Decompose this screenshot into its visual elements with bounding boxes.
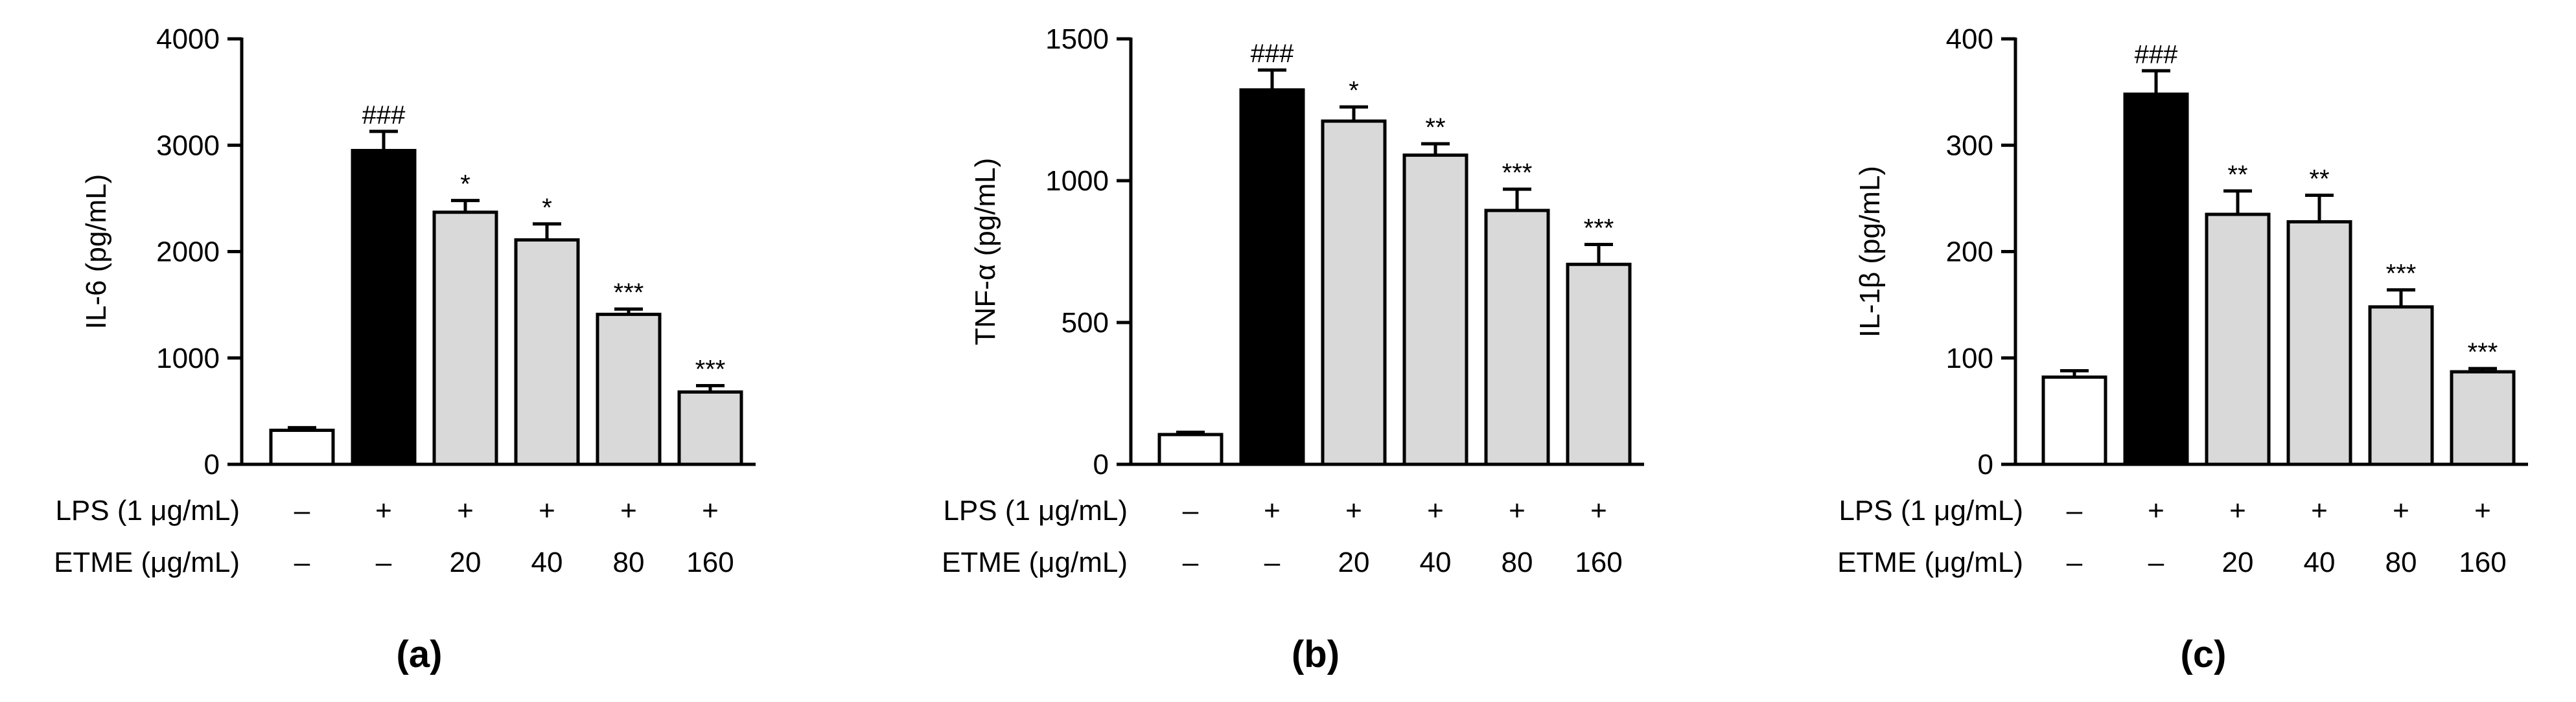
condition-value: 40 [1420,547,1452,578]
bar-6 [2450,370,2516,466]
y-axis-title: TNF-α (pg/mL) [969,158,1001,345]
condition-row-label: LPS (1 μg/mL) [55,495,240,526]
significance-label: *** [1584,214,1614,243]
significance-label: *** [614,278,644,307]
significance-label: *** [2386,260,2417,288]
y-tick-label: 2000 [156,236,220,268]
panel-label: (c) [2181,633,2227,675]
y-axis-title: IL-6 (pg/mL) [80,174,112,330]
condition-value: 160 [686,547,734,578]
condition-value: 160 [1575,547,1622,578]
condition-value: + [2474,495,2491,526]
bar-1 [269,428,335,466]
condition-value: 80 [2385,547,2417,578]
panel-label: (b) [1292,633,1340,675]
condition-value: + [1345,495,1362,526]
bar-2 [351,148,417,466]
condition-value: – [294,547,310,578]
bar-3 [1321,119,1387,466]
condition-row-label: ETME (μg/mL) [942,547,1128,578]
bar-3 [432,210,498,466]
condition-value: + [1264,495,1281,526]
y-tick-label: 4000 [156,23,220,55]
condition-value: + [2393,495,2409,526]
condition-row-label: ETME (μg/mL) [54,547,240,578]
condition-value: + [1509,495,1526,526]
y-tick-label: 1000 [1045,165,1109,197]
condition-value: + [702,495,719,526]
y-tick-label: 1000 [156,343,220,374]
y-tick-label: 300 [1946,130,1993,161]
condition-value: – [1183,547,1199,578]
y-tick-label: 0 [1093,449,1109,481]
y-tick-label: 0 [1978,449,1993,481]
significance-label: ### [2135,40,2178,69]
condition-value: 80 [613,547,645,578]
condition-value: + [457,495,474,526]
condition-value: + [620,495,637,526]
y-tick-label: 400 [1946,23,1993,55]
bar-1 [2041,375,2107,466]
bar-2 [2123,92,2189,466]
significance-label: ### [1251,40,1294,68]
condition-value: – [1264,547,1281,578]
condition-value: – [1183,495,1199,526]
condition-value: + [2311,495,2328,526]
y-tick-label: 200 [1946,236,1993,268]
y-tick-label: 1500 [1045,23,1109,55]
significance-label: *** [2468,338,2498,367]
condition-value: – [294,495,310,526]
condition-value: – [2067,495,2083,526]
condition-row-label: LPS (1 μg/mL) [1839,495,2023,526]
condition-value: + [539,495,555,526]
condition-value: 40 [2304,547,2336,578]
significance-label: *** [1502,159,1533,187]
significance-label: * [460,170,470,199]
significance-label: ** [2227,161,2247,189]
condition-value: + [2148,495,2164,526]
y-tick-label: 3000 [156,130,220,161]
condition-value: 40 [531,547,563,578]
significance-label: ** [1425,113,1445,142]
condition-value: – [2067,547,2083,578]
significance-label: *** [695,355,726,383]
bar-5 [2368,305,2434,466]
bar-3 [2205,212,2271,466]
condition-value: + [375,495,392,526]
condition-value: – [2148,547,2164,578]
significance-label: * [542,194,552,222]
y-tick-label: 100 [1946,343,1993,374]
condition-value: + [2229,495,2246,526]
bar-1 [1157,433,1224,466]
condition-row-label: ETME (μg/mL) [1837,547,2023,578]
bar-5 [596,312,662,466]
condition-value: 20 [2222,547,2254,578]
significance-label: ### [362,101,406,130]
condition-value: 160 [2459,547,2506,578]
significance-label: ** [2309,164,2329,193]
panel-label: (a) [397,633,443,675]
condition-value: + [1427,495,1444,526]
y-tick-label: 500 [1062,307,1109,339]
bar-4 [514,238,580,466]
bar-2 [1239,88,1305,466]
bar-4 [1402,153,1468,466]
condition-row-label: LPS (1 μg/mL) [943,495,1128,526]
bar-4 [2286,220,2352,466]
bar-5 [1484,209,1550,466]
y-tick-label: 0 [204,449,220,481]
condition-value: 20 [1338,547,1370,578]
condition-value: 20 [450,547,482,578]
condition-value: – [376,547,392,578]
bar-6 [1566,262,1632,466]
condition-value: + [1590,495,1607,526]
significance-label: * [1349,76,1359,105]
condition-value: 80 [1502,547,1533,578]
bar-6 [677,390,743,466]
y-axis-title: IL-1β (pg/mL) [1854,166,1886,337]
